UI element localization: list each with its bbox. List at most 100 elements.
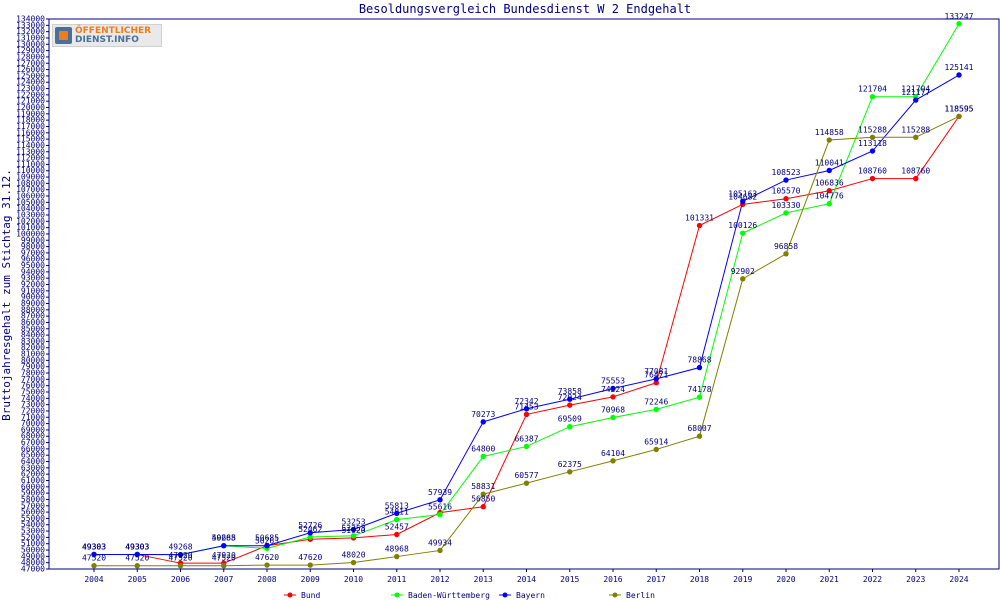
y-tick-label: 53000 [21,527,45,536]
data-point [783,177,789,183]
data-label: 50685 [255,534,279,543]
y-tick-label: 99000 [21,236,45,245]
data-label: 53253 [341,517,365,526]
data-label: 47920 [168,551,192,560]
data-label: 47620 [298,553,322,562]
y-tick-label: 59000 [21,489,45,498]
data-label: 101331 [685,214,714,223]
data-point [826,167,832,174]
y-tick-label: 77000 [21,375,45,384]
data-label: 64104 [601,449,625,458]
data-point [913,134,919,140]
y-tick-label: 104000 [16,204,45,213]
y-tick-label: 68000 [21,432,45,441]
data-label: 73858 [558,387,582,396]
legend-swatch-marker [394,592,400,598]
data-label: 121704 [858,85,887,94]
data-point [523,443,530,450]
x-tick-label: 2022 [863,575,882,584]
data-point [307,534,313,540]
data-label: 47520 [125,554,149,563]
data-point [350,559,357,566]
x-tick-label: 2021 [820,575,839,584]
data-label: 49303 [125,542,149,551]
x-tick-label: 2020 [776,575,795,584]
data-point [826,137,832,143]
y-tick-label: 86000 [21,318,45,327]
y-tick-label: 115000 [16,135,45,144]
data-point [696,364,703,371]
data-label: 104682 [728,192,757,201]
data-point [653,446,659,453]
data-label: 125141 [945,63,974,72]
y-tick-label: 118000 [16,116,45,125]
data-label: 118595 [945,104,974,113]
y-tick-label: 134000 [16,15,45,24]
data-label: 47520 [212,554,236,563]
data-label: 52726 [298,521,322,530]
data-point [177,551,184,558]
y-tick-label: 107000 [16,185,45,194]
y-tick-label: 125000 [16,71,45,80]
logo-line2: DIENST.INFO [75,34,139,45]
data-point [696,433,703,439]
data-point [740,230,746,236]
data-label: 96858 [774,242,798,251]
y-tick-label: 97000 [21,248,45,257]
data-label: 57939 [428,488,452,497]
data-label: 56850 [471,495,495,504]
data-label: 50263 [255,536,279,545]
y-tick-label: 131000 [16,33,45,42]
y-tick-label: 95000 [21,261,45,270]
data-point [783,196,789,202]
y-tick-label: 50000 [21,546,45,555]
legend-label: Bayern [516,591,545,600]
y-tick-label: 119000 [16,109,45,118]
y-tick-label: 116000 [16,128,45,137]
data-label: 65914 [644,437,668,446]
data-label: 113118 [858,139,887,148]
data-label: 106836 [815,179,844,188]
site-logo[interactable]: ÖFFENTLICHER DIENST.INFO [52,24,162,47]
data-point [956,21,962,27]
data-point [567,469,573,475]
x-tick-label: 2013 [474,575,493,584]
data-label: 52253 [341,524,365,533]
data-label: 52457 [385,523,409,532]
data-label: 69509 [558,415,582,424]
data-point [91,563,97,569]
y-tick-label: 91000 [21,286,45,295]
y-tick-label: 80000 [21,356,45,365]
data-label: 105570 [772,187,801,196]
data-point [826,201,832,207]
y-tick-label: 106000 [16,192,45,201]
data-label: 49268 [212,534,236,543]
data-point [567,424,573,430]
data-label: 78868 [687,356,711,365]
data-label: 74224 [601,385,625,394]
data-label: 74178 [687,385,711,394]
data-point [567,396,573,402]
x-tick-label: 2024 [949,575,968,584]
y-tick-label: 122000 [16,90,45,99]
data-point [480,419,486,425]
y-tick-label: 65000 [21,451,45,460]
data-point [221,543,227,549]
data-label: 114858 [815,128,844,137]
data-label: 49303 [82,542,106,551]
data-point [869,134,876,140]
y-tick-label: 87000 [21,312,45,321]
x-tick-label: 2016 [603,575,622,584]
data-label: 54811 [385,508,409,517]
data-label: 108760 [901,167,930,176]
y-tick-label: 126000 [16,65,45,74]
data-point [783,210,789,216]
data-label: 108523 [772,168,801,177]
y-tick-label: 93000 [21,274,45,283]
y-tick-label: 94000 [21,267,45,276]
data-point [653,406,659,413]
legend-label: Baden-Württemberg [408,591,490,600]
data-label: 51920 [341,526,365,535]
y-tick-label: 72000 [21,406,45,415]
y-tick-label: 47000 [21,565,45,574]
